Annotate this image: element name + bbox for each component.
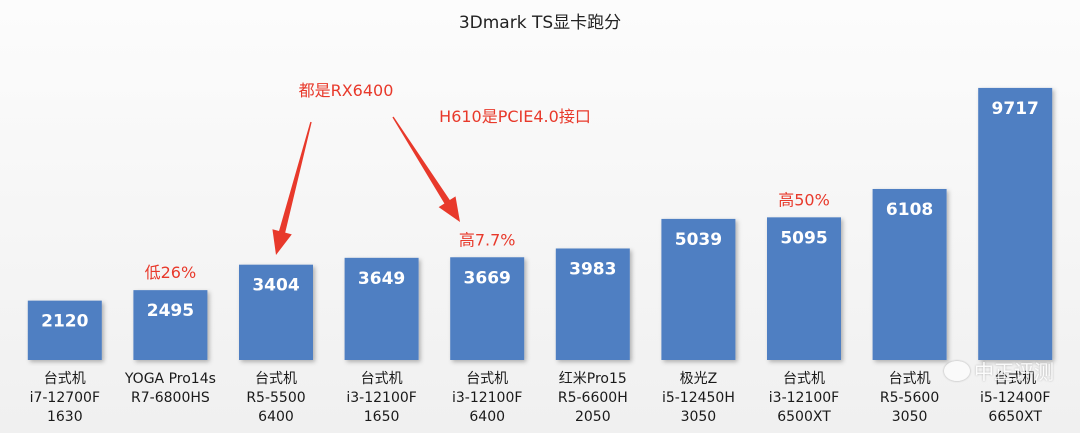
tick-label-8-1: R5-5600: [880, 390, 939, 406]
bar-9: [978, 87, 1053, 360]
data-label-7: 5095: [780, 228, 827, 248]
bar-7: [767, 217, 841, 360]
tick-label-1-1: R7-6800HS: [131, 390, 210, 406]
data-label-9: 9717: [992, 99, 1039, 119]
bar-0: [27, 300, 102, 360]
callout-arrow-0: [272, 121, 312, 255]
tick-label-5-0: 红米Pro15: [559, 371, 627, 387]
data-label-2: 3404: [252, 276, 299, 296]
tick-label-6-2: 3050: [681, 409, 717, 425]
data-label-1: 2495: [147, 301, 194, 321]
tick-label-0-1: i7-12700F: [30, 390, 100, 406]
tick-label-3-1: i3-12100F: [346, 390, 416, 406]
tick-label-6-0: 极光Z: [680, 371, 718, 387]
tick-label-8-0: 台式机: [889, 371, 931, 387]
tick-label-3-0: 台式机: [361, 371, 403, 387]
tick-label-7-0: 台式机: [783, 371, 825, 387]
tick-label-5-1: R5-6600H: [558, 390, 628, 406]
bar-4: [450, 257, 525, 360]
data-label-0: 2120: [41, 312, 88, 332]
tick-label-9-0: 台式机: [994, 371, 1036, 387]
data-label-4: 3669: [464, 268, 511, 288]
chart-title: 3Dmark TS显卡跑分: [458, 13, 622, 33]
tick-label-4-0: 台式机: [466, 371, 508, 387]
bar-2: [239, 264, 313, 360]
watermark-text: 中正评测: [974, 360, 1054, 384]
tick-label-9-1: i5-12400F: [980, 390, 1050, 406]
tick-label-0-0: 台式机: [44, 371, 86, 387]
tick-label-8-2: 3050: [892, 409, 928, 425]
tick-label-6-1: i5-12450H: [662, 390, 735, 406]
callout-arrow-1: [392, 116, 460, 222]
tick-label-3-2: 1650: [364, 409, 400, 425]
callout-text-0: 都是RX6400: [299, 81, 394, 100]
data-label-6: 5039: [675, 230, 722, 250]
tick-label-7-1: i3-12100F: [769, 390, 839, 406]
tick-label-2-1: R5-5500: [246, 390, 305, 406]
bar-3: [344, 257, 419, 360]
tick-label-9-2: 6650XT: [988, 409, 1042, 425]
bar-5: [555, 248, 630, 360]
tick-label-5-2: 2050: [575, 409, 611, 425]
bar-6: [661, 218, 736, 360]
tick-label-2-0: 台式机: [255, 371, 297, 387]
bar-8: [872, 188, 947, 360]
tick-label-4-1: i3-12100F: [452, 390, 522, 406]
tick-label-1-0: YOGA Pro14s: [124, 371, 216, 387]
tick-label-0-2: 1630: [47, 409, 83, 425]
annotation-1: 高7.7%: [459, 230, 516, 249]
wechat-icon: [944, 360, 970, 381]
callout-text-1: H610是PCIE4.0接口: [439, 107, 591, 126]
tick-label-7-2: 6500XT: [777, 409, 831, 425]
annotation-2: 高50%: [778, 190, 830, 209]
data-label-3: 3649: [358, 269, 405, 289]
data-label-8: 6108: [886, 200, 933, 220]
watermark: 中正评测: [944, 356, 1054, 385]
annotation-0: 低26%: [145, 263, 197, 282]
data-label-5: 3983: [569, 259, 616, 279]
bar-1: [133, 290, 208, 360]
tick-label-4-2: 6400: [469, 409, 505, 425]
tick-label-2-2: 6400: [258, 409, 294, 425]
